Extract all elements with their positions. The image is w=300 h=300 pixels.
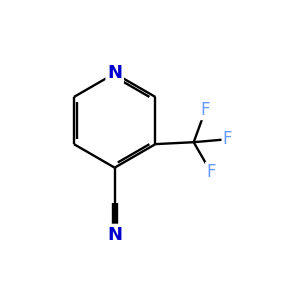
Text: N: N	[107, 64, 122, 82]
Text: F: F	[200, 101, 210, 119]
Text: N: N	[107, 226, 122, 244]
Text: F: F	[206, 163, 215, 181]
Text: F: F	[223, 130, 232, 148]
